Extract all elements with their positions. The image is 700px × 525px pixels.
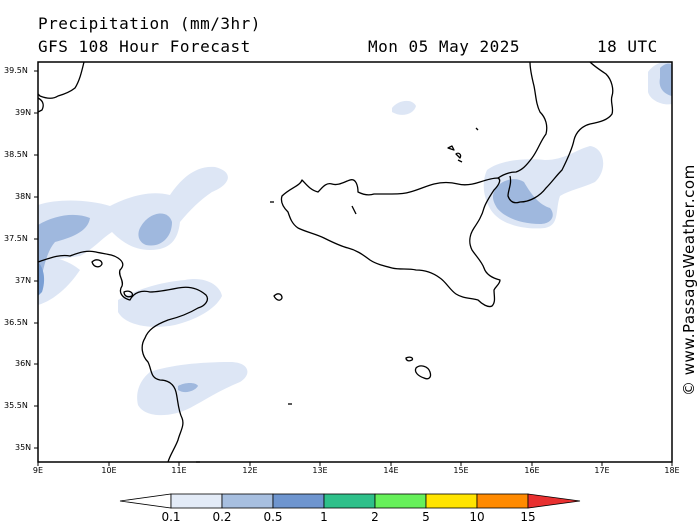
- lat-label: 39.5N: [4, 66, 28, 75]
- legend-label: 10: [469, 510, 485, 524]
- legend-swatch-1: [221, 493, 274, 509]
- axis-ticks: [34, 70, 673, 466]
- precip-legend-bar: [119, 493, 581, 509]
- forecast-run-label: GFS 108 Hour Forecast: [38, 37, 251, 56]
- legend-label: 1: [320, 510, 328, 524]
- lat-label: 36N: [15, 359, 32, 368]
- legend-swatch-0: [170, 493, 223, 509]
- coastlines: [37, 61, 614, 463]
- legend-label: 15: [520, 510, 536, 524]
- lat-label: 35N: [15, 443, 32, 452]
- lon-label: 10E: [101, 466, 117, 475]
- lat-label: 36.5N: [4, 318, 28, 327]
- lon-label: 17E: [594, 466, 610, 475]
- map-frame: [37, 61, 673, 463]
- legend-swatch-2: [272, 493, 325, 509]
- site-credit: © www.PassageWeather.com: [680, 164, 698, 396]
- legend-swatch-4: [374, 493, 427, 509]
- forecast-time: 18 UTC: [597, 37, 658, 56]
- legend-arrow-high: [527, 493, 581, 509]
- legend-arrow-low: [119, 493, 172, 509]
- legend-label: 0.1: [161, 510, 181, 524]
- lon-label: 12E: [242, 466, 258, 475]
- lon-label: 14E: [383, 466, 399, 475]
- forecast-date: Mon 05 May 2025: [368, 37, 520, 56]
- legend-label: 0.5: [263, 510, 283, 524]
- lat-label: 38.5N: [4, 150, 28, 159]
- lat-label: 35.5N: [4, 401, 28, 410]
- lon-label: 13E: [312, 466, 328, 475]
- legend-label: 0.2: [212, 510, 232, 524]
- legend-swatch-6: [476, 493, 529, 509]
- map-title: Precipitation (mm/3hr): [38, 14, 261, 33]
- legend-label: 5: [422, 510, 430, 524]
- lat-label: 38N: [15, 192, 32, 201]
- lon-label: 11E: [171, 466, 187, 475]
- legend-swatch-3: [323, 493, 376, 509]
- precip-medium-areas: [38, 63, 672, 393]
- lon-label: 18E: [664, 466, 680, 475]
- lon-label: 16E: [524, 466, 540, 475]
- lat-label: 37.5N: [4, 234, 28, 243]
- precip-light-areas: [38, 61, 672, 416]
- lat-label: 39N: [15, 108, 32, 117]
- lat-label: 37N: [15, 276, 32, 285]
- lon-label: 9E: [32, 466, 44, 475]
- legend-label: 2: [371, 510, 379, 524]
- lon-label: 15E: [453, 466, 469, 475]
- legend-swatch-5: [425, 493, 478, 509]
